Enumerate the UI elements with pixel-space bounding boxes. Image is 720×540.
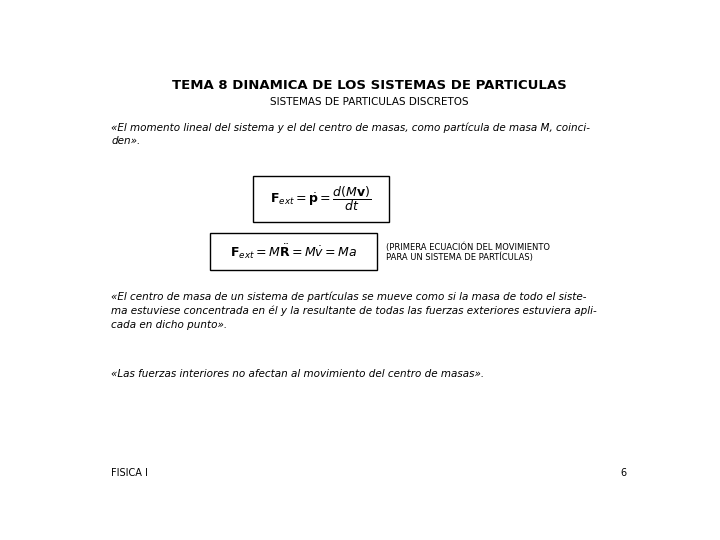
Text: 6: 6 xyxy=(621,468,627,478)
Text: FISICA I: FISICA I xyxy=(111,468,148,478)
Text: (PRIMERA ECUACIÓN DEL MOVIMIENTO: (PRIMERA ECUACIÓN DEL MOVIMIENTO xyxy=(386,242,550,252)
Text: $\mathbf{F}_{ext} = \dot{\mathbf{p}} = \dfrac{d(M\mathbf{v})}{dt}$: $\mathbf{F}_{ext} = \dot{\mathbf{p}} = \… xyxy=(270,184,372,213)
Text: «El momento lineal del sistema y el del centro de masas, como partícula de masa : «El momento lineal del sistema y el del … xyxy=(111,123,590,146)
Text: SISTEMAS DE PARTICULAS DISCRETOS: SISTEMAS DE PARTICULAS DISCRETOS xyxy=(270,97,468,107)
FancyBboxPatch shape xyxy=(253,176,389,222)
Text: $\mathbf{F}_{ext} = M\ddot{\mathbf{R}} = M\dot{v} = Ma$: $\mathbf{F}_{ext} = M\ddot{\mathbf{R}} =… xyxy=(230,242,358,261)
Text: «Las fuerzas interiores no afectan al movimiento del centro de masas».: «Las fuerzas interiores no afectan al mo… xyxy=(111,369,484,379)
Text: PARA UN SISTEMA DE PARTÍCULAS): PARA UN SISTEMA DE PARTÍCULAS) xyxy=(386,253,533,262)
Text: TEMA 8 DINAMICA DE LOS SISTEMAS DE PARTICULAS: TEMA 8 DINAMICA DE LOS SISTEMAS DE PARTI… xyxy=(171,79,567,92)
Text: «El centro de masa de un sistema de partículas se mueve como si la masa de todo : «El centro de masa de un sistema de part… xyxy=(111,292,597,329)
FancyBboxPatch shape xyxy=(210,233,377,269)
